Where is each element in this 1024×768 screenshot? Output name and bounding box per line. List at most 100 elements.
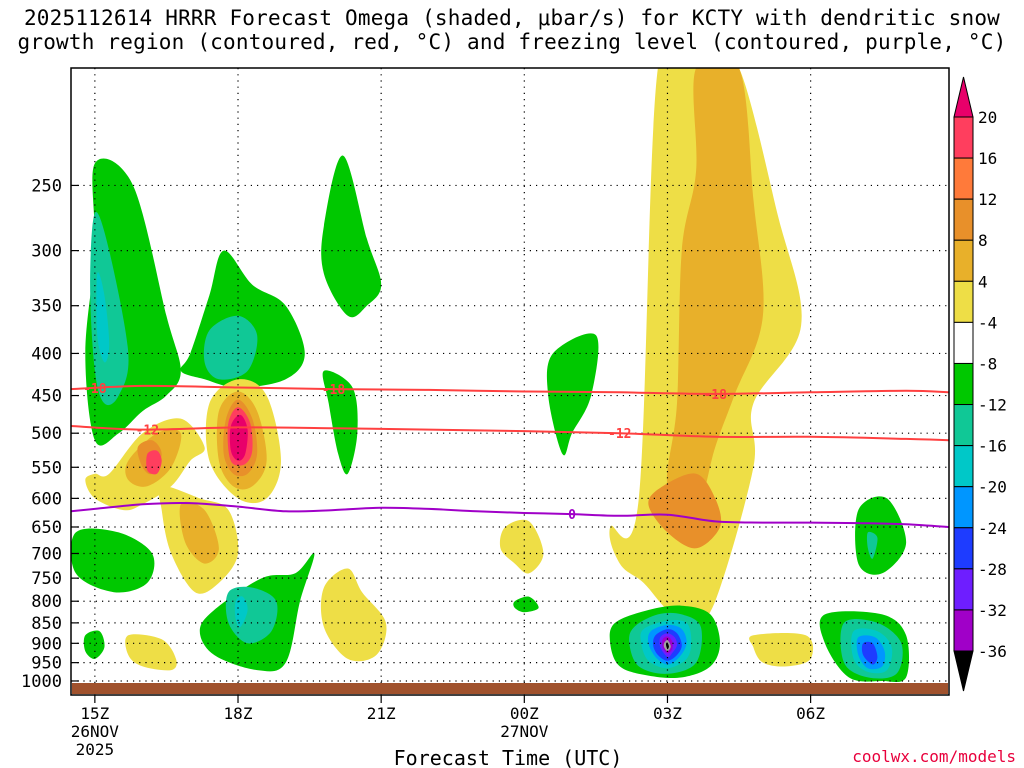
colorbar-swatch xyxy=(953,445,974,488)
colorbar-swatch xyxy=(953,568,974,611)
plot-frame xyxy=(70,67,950,696)
omega-region xyxy=(866,531,878,559)
y-tick-label: 600 xyxy=(31,489,62,509)
x-tick-label: 00Z xyxy=(510,704,539,723)
x-axis-label: Forecast Time (UTC) xyxy=(394,746,623,768)
colorbar-swatch xyxy=(953,280,974,323)
omega-region xyxy=(499,519,544,574)
y-tick-label: 1000 xyxy=(21,672,62,692)
y-tick-label: 300 xyxy=(31,242,62,262)
omega-region xyxy=(203,315,258,380)
omega-region xyxy=(179,501,219,564)
x-tick-year: 2025 xyxy=(76,740,115,759)
contour-layer: -18 -18 -18 -12 -12 0 xyxy=(71,382,949,528)
colorbar-swatch xyxy=(953,404,974,447)
y-tick-label: 400 xyxy=(31,344,62,364)
y-tick-label: 950 xyxy=(31,654,62,674)
chart-title-line-1: 2025112614 HRRR Forecast Omega (shaded, … xyxy=(23,6,1001,30)
omega-region xyxy=(666,68,764,512)
colorbar-swatch xyxy=(953,116,974,159)
x-tick-label: 03Z xyxy=(653,704,682,723)
colorbar-label: -32 xyxy=(978,601,1007,620)
contour-line xyxy=(71,425,949,442)
colorbar-label: -8 xyxy=(978,354,997,373)
colorbar-label: 16 xyxy=(978,149,997,168)
omega-region xyxy=(234,596,248,628)
colorbar-label: 4 xyxy=(978,272,988,291)
colorbar-swatch xyxy=(953,198,974,241)
x-tick-label: 06Z xyxy=(796,704,825,723)
omega-region xyxy=(861,641,878,665)
colorbar-swatch xyxy=(953,527,974,570)
omega-region xyxy=(71,528,155,593)
contour-line xyxy=(71,501,949,528)
credit-link[interactable]: coolwx.com/models xyxy=(852,747,1016,766)
colorbar-label: 8 xyxy=(978,231,988,250)
contour-label: 0 xyxy=(568,508,576,523)
omega-region xyxy=(320,568,387,662)
colorbar-legend: 20 16 12 8 4 -4 -8 -12 -16 -20 -24 -28 -32 -36 xyxy=(953,76,1007,692)
y-tick-label: 250 xyxy=(31,176,62,196)
colorbar-label: 12 xyxy=(978,190,997,209)
omega-region xyxy=(125,634,177,671)
omega-region xyxy=(666,642,669,650)
omega-region xyxy=(83,630,105,659)
contour-label: -18 xyxy=(83,382,107,397)
colorbar-label: -12 xyxy=(978,396,1007,415)
colorbar-label: -28 xyxy=(978,560,1007,579)
omega-region xyxy=(648,473,722,549)
colorbar-swatch xyxy=(953,239,974,282)
y-tick-label: 350 xyxy=(31,297,62,317)
colorbar-swatch xyxy=(953,321,974,364)
colorbar-bottom-triangle xyxy=(953,650,974,692)
x-tick-label: 18Z xyxy=(224,704,253,723)
colorbar-label: -16 xyxy=(978,437,1007,456)
y-tick-label: 450 xyxy=(31,387,62,407)
omega-region xyxy=(322,370,358,475)
omega-region xyxy=(749,633,814,667)
y-tick-label: 900 xyxy=(31,634,62,654)
omega-region xyxy=(321,155,382,318)
y-tick-label: 650 xyxy=(31,518,62,538)
y-tick-label: 500 xyxy=(31,424,62,444)
omega-region xyxy=(546,333,599,456)
colorbar-top-triangle xyxy=(953,76,974,118)
y-tick-label: 750 xyxy=(31,569,62,589)
colorbar-label: -4 xyxy=(978,313,997,332)
omega-region xyxy=(513,596,539,613)
omega-region xyxy=(855,496,907,575)
colorbar-label: -24 xyxy=(978,519,1007,538)
colorbar-label: -20 xyxy=(978,478,1007,497)
y-tick-label: 800 xyxy=(31,592,62,612)
omega-region xyxy=(96,272,110,363)
x-tick-label: 15Z xyxy=(80,704,109,723)
x-tick-label: 21Z xyxy=(367,704,396,723)
plot-background xyxy=(71,68,949,695)
colorbar-label: -36 xyxy=(978,642,1007,661)
contour-label: -12 xyxy=(136,424,159,439)
x-tick-date: 27NOV xyxy=(500,722,549,741)
colorbar-swatch xyxy=(953,609,974,652)
colorbar-swatch xyxy=(953,486,974,529)
omega-region xyxy=(146,450,162,475)
x-tick-date: 26NOV xyxy=(71,722,120,741)
terrain-bar xyxy=(72,683,948,694)
contour-line xyxy=(71,384,949,395)
contour-label: -12 xyxy=(608,427,631,442)
chart-title-line-2: growth region (contoured, red, °C) and f… xyxy=(17,30,1007,54)
y-tick-label: 700 xyxy=(31,544,62,564)
omega-region xyxy=(229,414,248,461)
omega-region xyxy=(90,211,129,406)
omega-shading-layer xyxy=(71,68,910,683)
y-tick-label: 850 xyxy=(31,614,62,634)
grid-layer xyxy=(71,68,949,695)
colorbar-swatch xyxy=(953,362,974,406)
y-axis: 2503003504004505005506006507007508008509… xyxy=(21,176,79,692)
y-tick-label: 550 xyxy=(31,458,62,478)
contour-label: -18 xyxy=(322,383,346,398)
contour-label: -18 xyxy=(703,388,727,403)
colorbar-swatch xyxy=(953,157,974,200)
colorbar-label: 20 xyxy=(978,108,997,127)
